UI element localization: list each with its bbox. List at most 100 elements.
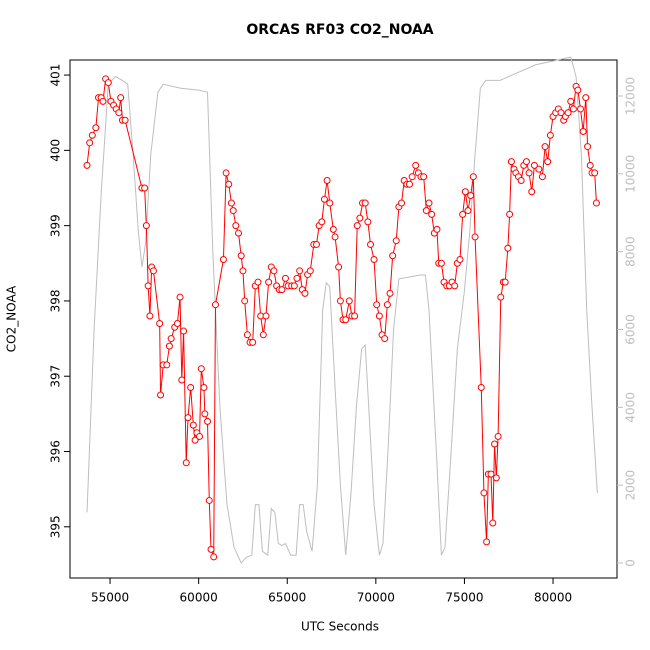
data-point [420,173,428,181]
data-point [219,256,227,264]
data-point [506,210,514,218]
data-point [480,489,488,497]
data-point [222,169,230,177]
y2-tick-label: 12000 [624,77,638,115]
data-point [544,158,552,166]
data-point [383,301,391,309]
data-point [265,278,273,286]
data-point [528,188,536,196]
data-point [497,293,505,301]
data-point [494,432,502,440]
data-point [398,199,406,207]
data-point [210,553,218,561]
data-point [293,274,301,282]
data-point [370,256,378,264]
data-point [507,158,515,166]
data-point [541,143,549,151]
data-point [586,161,594,169]
data-point [235,229,243,237]
data-point [569,105,577,113]
data-point [167,335,175,343]
data-point [412,161,420,169]
data-point [270,267,278,275]
y-axis-label: CO2_NOAA [5,285,19,352]
data-point [121,116,129,124]
data-point [342,316,350,324]
data-point [323,176,331,184]
plot-frame [69,59,618,579]
data-point [182,459,190,467]
data-point [184,414,192,422]
data-point [243,331,251,339]
data-point [364,218,372,226]
y-tick-label: 400 [49,139,63,162]
data-point [525,169,533,177]
data-point [373,301,381,309]
y-tick-label: 401 [49,64,63,87]
data-point [406,180,414,188]
data-point [451,282,459,290]
y-tick-label: 398 [49,289,63,312]
data-point [546,131,554,139]
data-point [592,199,600,207]
x-tick-label: 80000 [534,591,572,605]
y2-tick-label: 6000 [624,314,638,345]
y2-tick-label: 4000 [624,392,638,423]
data-point [142,222,150,230]
data-point [375,312,383,320]
data-point [262,312,270,320]
data-point [200,384,208,392]
data-point [576,105,584,113]
data-point [574,86,582,94]
data-point [312,240,320,248]
data-point [428,210,436,218]
data-point [296,267,304,275]
y2-tick-label: 8000 [624,236,638,267]
data-point [227,199,235,207]
data-point [146,312,154,320]
data-point [241,297,249,305]
x-tick-label: 70000 [357,591,395,605]
data-point [491,440,499,448]
data-point [318,218,326,226]
data-point [196,432,204,440]
data-point [389,252,397,260]
chart-title: ORCAS RF03 CO2_NOAA [246,22,433,38]
data-point [591,169,599,177]
data-point [456,256,464,264]
data-point [115,109,123,117]
data-point [232,222,240,230]
data-point [584,143,592,151]
y-tick-label: 397 [49,365,63,388]
data-point [205,496,213,504]
data-point [487,470,495,478]
data-point [178,376,186,384]
data-point [492,474,500,482]
data-point [229,207,237,215]
y2-tick-label: 10000 [624,155,638,193]
data-point [530,161,538,169]
data-point [564,109,572,117]
data-point [579,128,587,136]
data-point [211,301,219,309]
data-point [386,289,394,297]
x-tick-label: 60000 [180,591,218,605]
data-point [104,79,112,87]
data-point [92,124,100,132]
data-point [408,173,416,181]
data-point [237,252,245,260]
data-point [522,158,530,166]
data-point [392,237,400,245]
data-point [290,282,298,290]
data-point [422,207,430,215]
data-point [326,199,334,207]
data-point [433,225,441,233]
data-point [259,331,267,339]
data-point [99,97,107,105]
data-point [249,338,257,346]
data-point [356,214,364,222]
data-point [278,286,286,294]
